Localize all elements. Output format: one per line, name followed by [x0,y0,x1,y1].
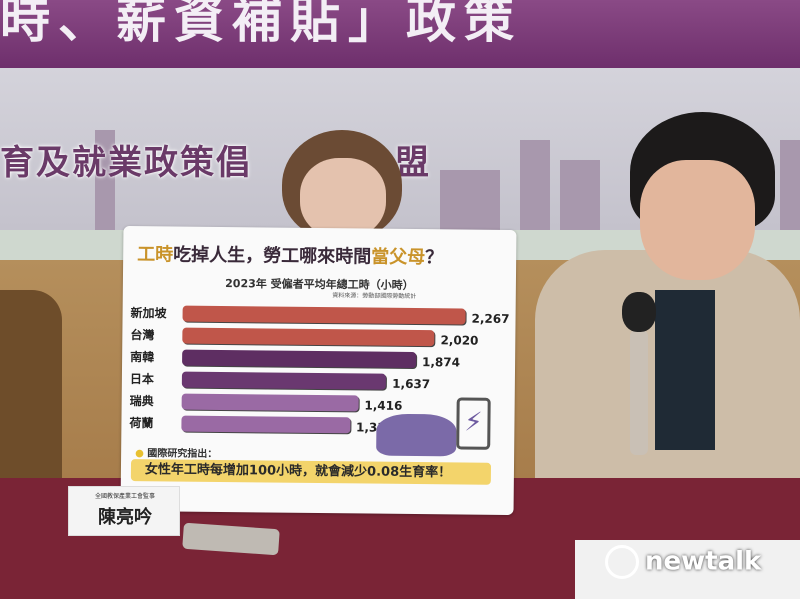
banner-text: 時、薪資補貼」政策 [0,0,522,49]
nameplate-org: 全國教保產業工會監事 [94,493,155,500]
category-label: 荷蘭 [129,416,154,431]
note-label: ● 國際研究指出： [135,448,218,460]
value-label: 1,874 [421,355,461,370]
bar [181,415,351,434]
value-label: 1,416 [364,398,403,413]
microphone-handle [630,330,648,455]
nameplate-name: 陳亮吟 [98,507,152,528]
value-label: 2,267 [471,311,510,326]
nameplate: 全國教保產業工會監事 陳亮吟 [68,486,180,536]
woman-face [300,158,386,238]
battery-icon: ⚡ [456,397,491,450]
backdrop-subtitle: 育及就業政策倡 [0,143,252,183]
bar [181,371,387,390]
banner: 時、薪資補貼」政策 [0,0,800,68]
category-label: 日本 [129,372,154,387]
sign-board: 工時吃掉人生，勞工哪來時間當父母？ 2023年 受僱者平均年總工時（小時） 資料… [120,225,517,516]
value-label: 1,637 [392,376,431,392]
man-shirt [655,290,715,450]
category-label: 瑞典 [129,394,154,409]
bar [182,305,466,325]
bar [181,393,359,412]
note-banner: 女性年工時每增加100小時，就會減少0.08生育率！ [130,459,492,485]
bar [182,349,417,369]
illustration-person [376,413,457,457]
microphone-icon [622,292,656,332]
category-label: 台灣 [130,328,155,343]
board-title: 工時吃掉人生，勞工哪來時間當父母？ [137,244,444,269]
category-label: 南韓 [130,350,155,365]
person-left [0,290,62,480]
man-face [640,160,755,280]
newtalk-logo: newtalk [605,545,761,579]
newtalk-logo-icon [605,545,639,579]
value-label: 2,020 [440,333,479,348]
category-label: 新加坡 [130,306,167,321]
lightbulb-icon: ● [135,448,144,460]
bar [182,327,435,347]
